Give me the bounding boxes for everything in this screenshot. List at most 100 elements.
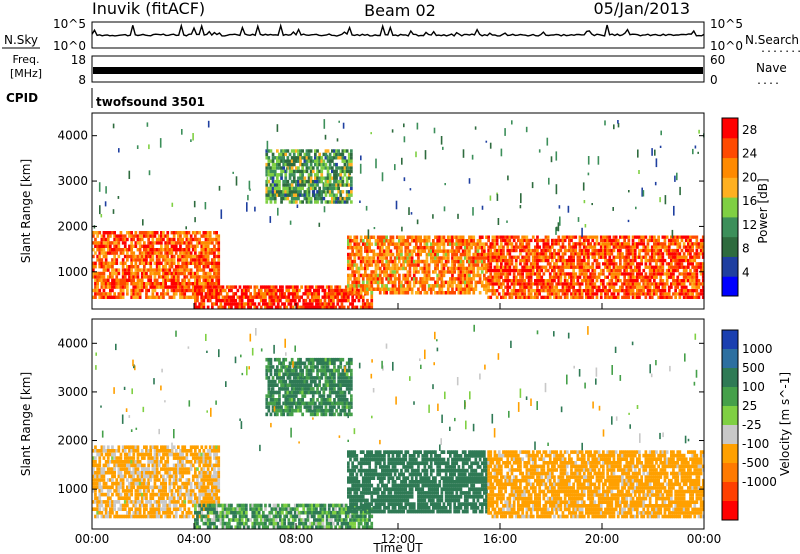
echo-cell [461, 249, 465, 253]
echo-cell [119, 251, 123, 255]
echo-cell [343, 173, 347, 177]
echo-cell [140, 481, 144, 486]
echo-cell [113, 292, 116, 296]
echo-cell [349, 242, 352, 246]
echo-cell [408, 263, 412, 267]
echo-cell [132, 511, 136, 515]
echo-cell [661, 245, 665, 249]
echo-cell [232, 292, 235, 296]
echo-cell [187, 248, 191, 252]
echo-cell [174, 275, 178, 279]
echo-cell [274, 285, 278, 289]
echo-cell [519, 238, 522, 243]
echo-cell [140, 268, 144, 272]
echo-cell [459, 277, 463, 281]
echo-cell [425, 242, 429, 246]
echo-cell [612, 282, 616, 286]
echo-scatter [485, 140, 488, 143]
echo-cell [459, 280, 463, 285]
echo-cell [587, 275, 590, 279]
echo-cell [340, 298, 344, 303]
echo-cell [506, 242, 510, 246]
echo-cell [119, 503, 123, 508]
echo-cell [568, 265, 571, 269]
echo-cell [674, 242, 677, 246]
echo-cell [398, 273, 401, 278]
echo-cell [393, 242, 397, 246]
echo-cell [126, 248, 129, 252]
echo-cell [381, 259, 384, 264]
echo-cell [147, 452, 150, 457]
echo-cell [206, 305, 210, 309]
echo-cell [585, 262, 588, 266]
echo-cell [157, 452, 161, 457]
echo-cell [689, 295, 692, 299]
echo-cell [376, 266, 380, 271]
echo-cell [202, 258, 206, 262]
echo-cell [648, 238, 652, 243]
echo-cell [580, 279, 584, 283]
echo-cell [633, 242, 637, 246]
echo-cell [383, 270, 386, 274]
echo-cell [610, 272, 614, 276]
echo-cell [194, 244, 197, 248]
echo-cell [155, 258, 159, 262]
echo-cell [648, 272, 652, 276]
echo-cell [109, 511, 112, 515]
echo-cell [436, 239, 439, 243]
echo-cell [684, 245, 688, 249]
echo-cell [155, 449, 159, 453]
echo-cell [208, 237, 212, 242]
echo-cell [111, 485, 114, 490]
echo-cell [531, 265, 535, 269]
echo-cell [636, 255, 639, 259]
echo-cell [213, 265, 216, 269]
echo-cell [423, 242, 427, 246]
echo-cell [119, 295, 123, 299]
echo-cell [419, 259, 422, 264]
echo-cell [351, 249, 354, 253]
echo-cell [476, 263, 480, 267]
echo-cell [123, 496, 127, 500]
echo-cell [483, 249, 486, 253]
echo-cell [160, 449, 163, 453]
echo-cell [94, 470, 97, 475]
echo-cell [295, 179, 298, 184]
echo-cell [111, 507, 114, 511]
echo-cell [387, 277, 391, 281]
echo-cell [92, 460, 95, 464]
echo-cell [425, 239, 429, 243]
echo-cell [134, 496, 138, 500]
echo-cell [650, 252, 654, 256]
echo-cell [132, 481, 136, 486]
echo-cell [404, 277, 408, 281]
echo-cell [106, 285, 110, 289]
echo-cell [225, 292, 229, 296]
echo-cell [493, 272, 497, 276]
echo-cell [347, 280, 350, 285]
echo-cell [514, 265, 518, 269]
echo-cell [102, 456, 106, 460]
echo-cell [625, 279, 629, 283]
freq-tick-bottom: 8 [78, 73, 86, 87]
echo-cell [149, 514, 153, 519]
echo-cell [606, 262, 609, 266]
echo-cell [170, 258, 174, 262]
echo-cell [132, 254, 136, 259]
echo-cell [291, 292, 295, 296]
echo-cell [183, 292, 187, 296]
echo-scatter [697, 151, 699, 154]
echo-cell [198, 275, 201, 279]
echo-cell [98, 507, 102, 511]
echo-cell [442, 235, 446, 239]
echo-cell [128, 449, 131, 453]
echo-cell [305, 156, 309, 160]
echo-cell [128, 500, 131, 504]
echo-cell [189, 282, 193, 286]
echo-cell [408, 249, 412, 253]
echo-cell [342, 288, 346, 293]
echo-cell [292, 200, 296, 204]
echo-cell [678, 272, 682, 276]
echo-cell [138, 261, 142, 265]
echo-cell [286, 166, 290, 170]
